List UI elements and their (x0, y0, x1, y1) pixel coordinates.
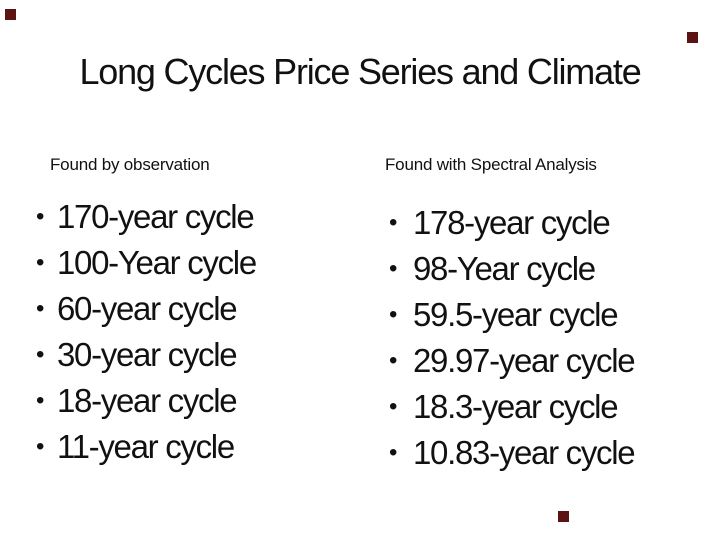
corner-marker-bottom-right (558, 511, 569, 522)
list-item: • 10.83-year cycle (389, 430, 636, 476)
bullet-icon: • (36, 433, 45, 460)
bullet-icon: • (389, 393, 398, 420)
list-item-text: 170-year cycle (57, 198, 255, 235)
list-item-text: 10.83-year cycle (413, 434, 636, 471)
bullet-icon: • (36, 387, 45, 414)
slide-title: Long Cycles Price Series and Climate (79, 51, 641, 92)
bullet-icon: • (389, 301, 398, 328)
list-item-text: 18.3-year cycle (413, 388, 619, 425)
list-item-text: 60-year cycle (57, 290, 238, 327)
bullet-icon: • (389, 439, 398, 466)
list-item: • 18-year cycle (36, 378, 256, 424)
list-item: • 178-year cycle (389, 200, 634, 246)
list-item-text: 11-year cycle (57, 428, 235, 465)
list-item: • 60-year cycle (36, 286, 256, 332)
list-item: • 59.5-year cycle (389, 292, 634, 338)
corner-marker-top-left (5, 9, 16, 20)
list-item-text: 98-Year cycle (413, 250, 596, 287)
list-item-text: 29.97-year cycle (413, 342, 636, 379)
list-item-text: 59.5-year cycle (413, 296, 619, 333)
bullet-icon: • (389, 255, 398, 282)
bullet-icon: • (36, 295, 45, 322)
list-item: • 18.3-year cycle (389, 384, 634, 430)
bullet-list-spectral: • 178-year cycle • 98-Year cycle • 59.5-… (389, 200, 636, 476)
list-item-text: 18-year cycle (57, 382, 238, 419)
bullet-icon: • (389, 347, 398, 374)
list-item: • 29.97-year cycle (389, 338, 636, 384)
list-item: • 98-Year cycle (389, 246, 634, 292)
list-item: • 170-year cycle (36, 194, 256, 240)
list-item: • 100-Year cycle (36, 240, 257, 286)
bullet-icon: • (36, 249, 45, 276)
corner-marker-top-right (687, 32, 698, 43)
bullet-icon: • (389, 209, 398, 236)
list-item: • 30-year cycle (36, 332, 256, 378)
bullet-icon: • (36, 341, 45, 368)
column-header-observation: Found by observation (50, 155, 210, 174)
list-item-text: 100-Year cycle (57, 244, 257, 281)
bullet-icon: • (36, 203, 45, 230)
column-header-spectral: Found with Spectral Analysis (385, 155, 597, 174)
list-item: • 11-year cycle (36, 424, 256, 470)
list-item-text: 178-year cycle (413, 204, 611, 241)
bullet-list-observation: • 170-year cycle • 100-Year cycle • 60-y… (36, 194, 257, 470)
list-item-text: 30-year cycle (57, 336, 238, 373)
